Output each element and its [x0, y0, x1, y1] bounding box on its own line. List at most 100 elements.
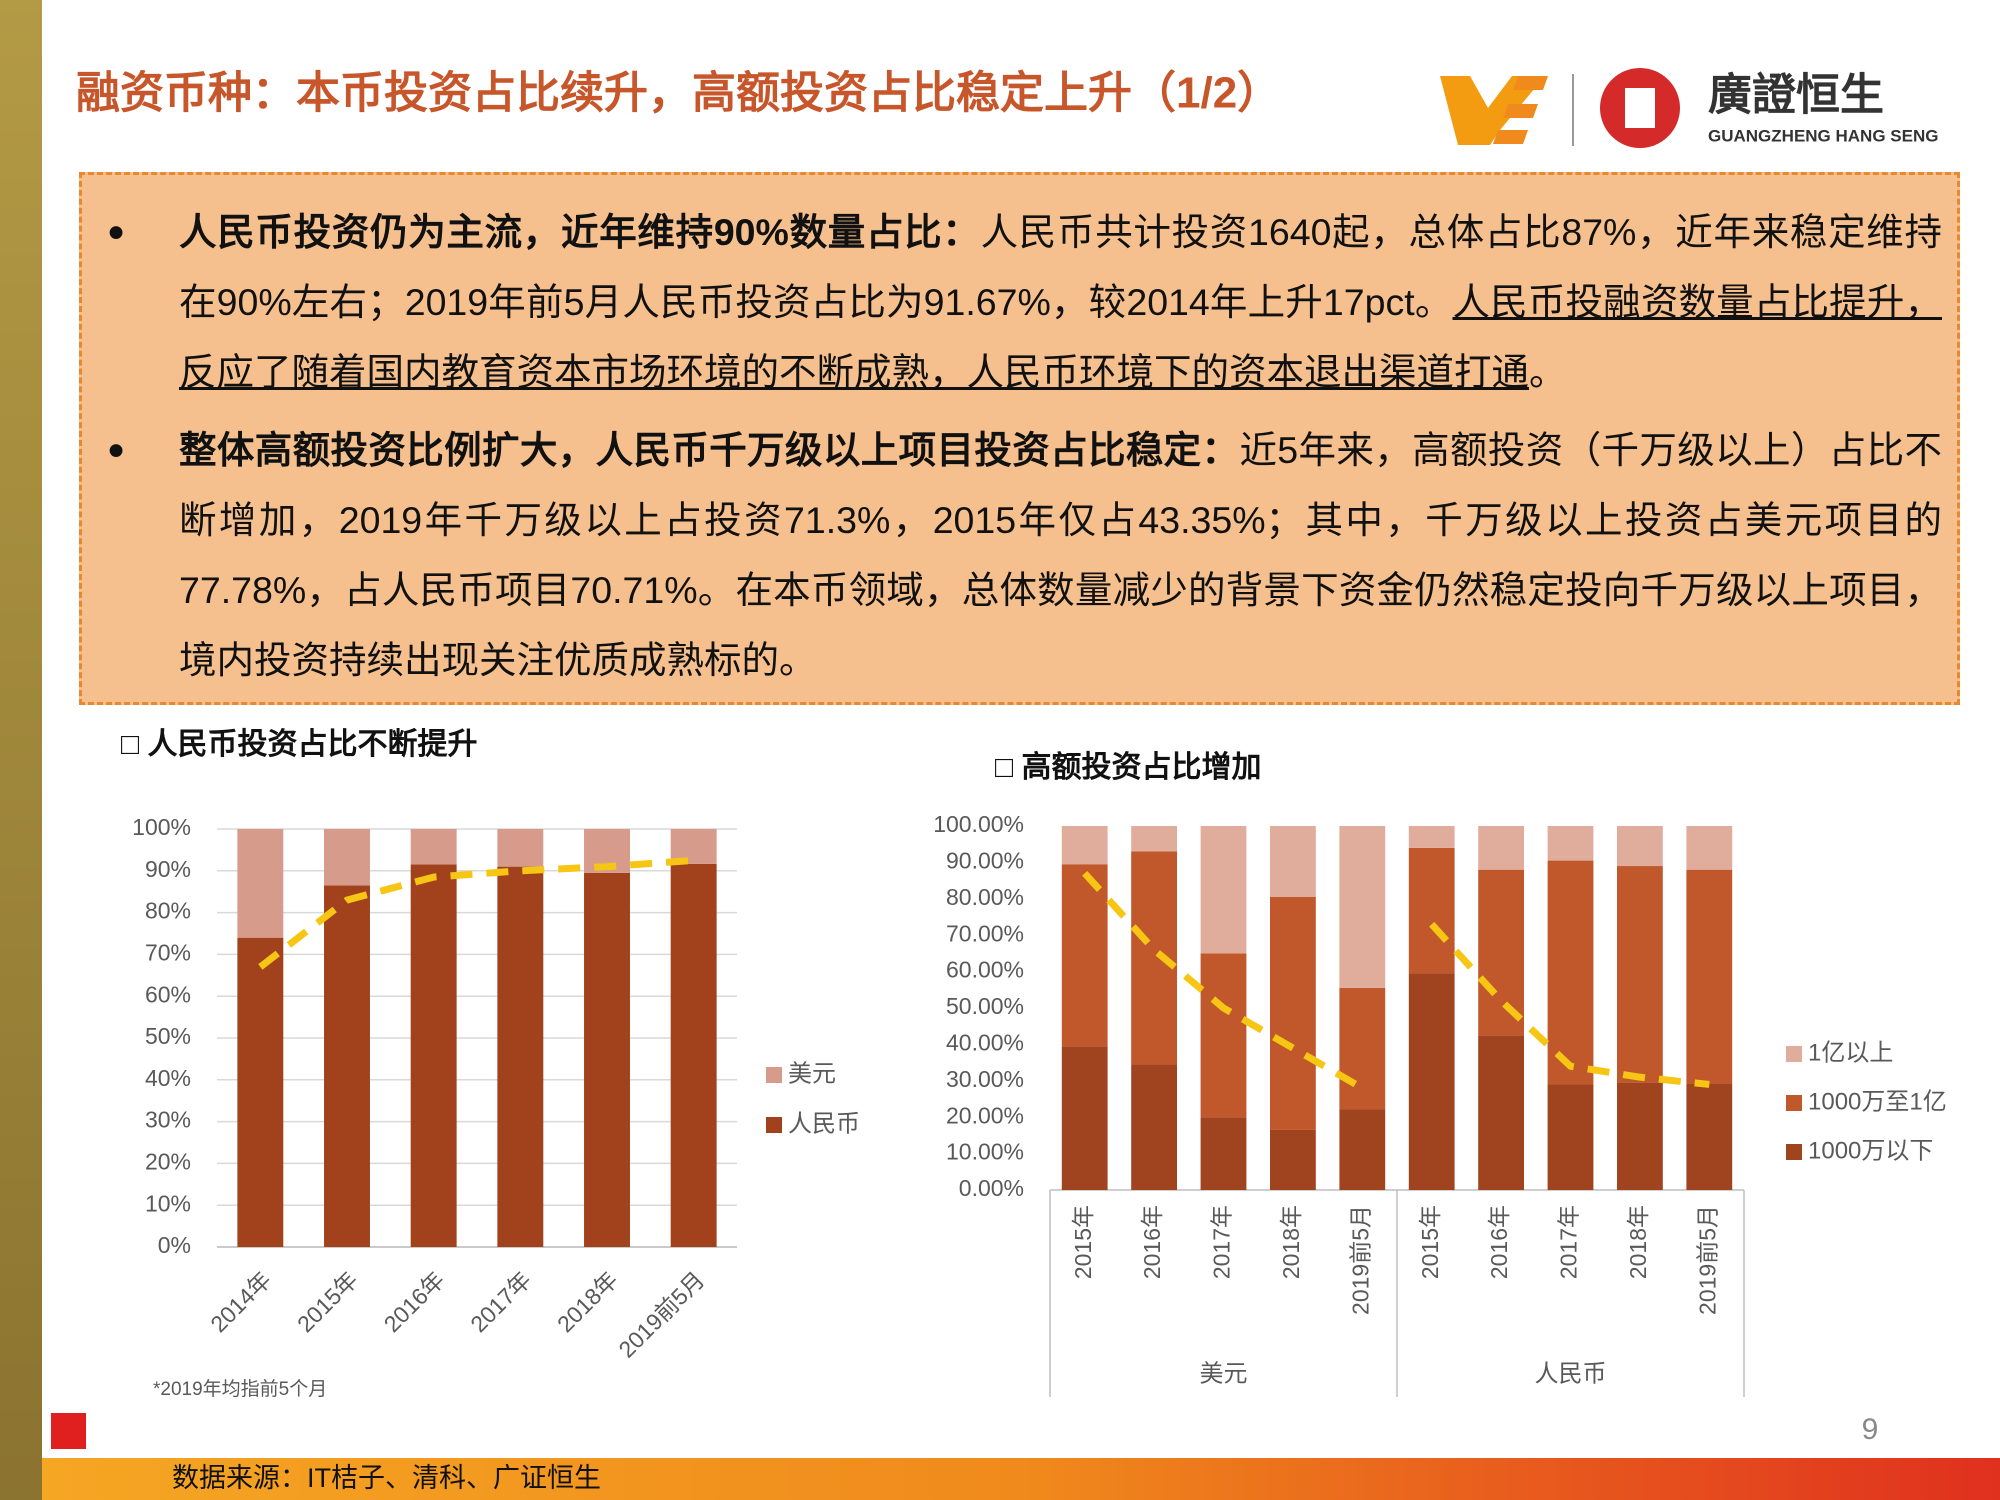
trendline	[1429, 921, 1710, 1088]
x-tick-label: 2016年	[1486, 1205, 1512, 1279]
x-tick-label: 2019前5月	[1694, 1205, 1720, 1315]
bar-segment	[1200, 826, 1247, 954]
x-tick-label: 2018年	[1625, 1205, 1651, 1279]
bar-segment	[670, 863, 717, 1247]
bar-segment	[1547, 860, 1594, 1085]
bar-segment	[497, 866, 544, 1247]
bullet: 整体高额投资比例扩大，人民币千万级以上项目投资占比稳定：近5年来，高额投资（千万…	[107, 415, 1942, 695]
page-number: 9	[1862, 1413, 1879, 1446]
bar-segment	[1616, 866, 1663, 1083]
x-tick-label: 2015年	[1417, 1205, 1443, 1279]
bar-segment	[1616, 1082, 1663, 1190]
bar-segment	[1686, 869, 1733, 1084]
y-tick-label: 90.00%	[946, 847, 1024, 873]
ye-logo	[1440, 76, 1548, 145]
bar-segment	[1339, 826, 1386, 988]
bar-segment	[1547, 826, 1594, 861]
y-tick-label: 70.00%	[946, 920, 1024, 946]
y-tick-label: 30.00%	[946, 1066, 1024, 1092]
x-tick-label: 2019前5月	[1347, 1205, 1373, 1315]
y-tick-label: 40.00%	[946, 1029, 1024, 1055]
bar-segment	[1616, 826, 1663, 867]
x-tick-label: 2019前5月	[613, 1266, 709, 1362]
logo-sub: GUANGZHENG HANG SENG	[1708, 126, 1938, 145]
bar-segment	[1061, 1046, 1108, 1190]
bar-segment	[324, 885, 370, 1247]
legend-swatch	[1786, 1095, 1802, 1111]
logo-name: 廣證恒生	[1708, 71, 1884, 120]
bar-segment	[1478, 1035, 1525, 1190]
bar-segment	[1408, 973, 1455, 1190]
bar-segment	[1478, 869, 1525, 1036]
bullet-text: 整体高额投资比例扩大，人民币千万级以上项目投资占比稳定：	[179, 429, 1240, 471]
bullet-text: 人民币投融资数量占比提升，反应了随着国内教育资本市场环境的不断成熟，人民币环境下…	[179, 281, 1942, 393]
legend-label: 美元	[788, 1060, 836, 1087]
x-tick-label: 2017年	[1556, 1205, 1582, 1279]
bar-segment	[497, 829, 544, 867]
bar-segment	[237, 937, 284, 1247]
legend-swatch	[1786, 1144, 1802, 1160]
bullet-text: 人民币投资仍为主流，近年维持90%数量占比：	[179, 211, 981, 253]
bar-segment	[1478, 826, 1525, 870]
logo-emblem-mark	[1625, 88, 1655, 128]
group-label: 人民币	[1535, 1360, 1607, 1387]
bar-segment	[1131, 851, 1178, 1065]
trendline	[1082, 870, 1365, 1092]
bar-segment	[1686, 1083, 1733, 1190]
y-tick-label: 10%	[145, 1190, 191, 1216]
legend-label: 人民币	[788, 1110, 860, 1137]
bar-segment	[1269, 1129, 1316, 1190]
chart-title: □ 人民币投资占比不断提升	[121, 728, 477, 761]
y-tick-label: 40%	[145, 1065, 191, 1091]
chart-title: □ 高额投资占比增加	[995, 751, 1261, 784]
note: *2019年均指前5个月	[153, 1378, 327, 1400]
x-tick-label: 2016年	[379, 1266, 450, 1337]
legend-label: 1亿以上	[1808, 1039, 1893, 1066]
y-tick-label: 60%	[145, 981, 191, 1007]
y-tick-label: 30%	[145, 1107, 191, 1133]
bar-segment	[1131, 1064, 1178, 1190]
bar-segment	[1547, 1084, 1594, 1190]
title: 融资币种：本币投资占比续升，高额投资占比稳定上升（1/2）	[76, 69, 1281, 118]
y-tick-label: 80%	[145, 898, 191, 924]
legend-label: 1000万以下	[1808, 1137, 1933, 1164]
bar-segment	[584, 872, 630, 1247]
y-tick-label: 60.00%	[946, 957, 1024, 983]
y-tick-label: 20.00%	[946, 1102, 1024, 1128]
y-tick-label: 0%	[158, 1232, 191, 1258]
corner-square	[51, 1413, 86, 1449]
bar-segment	[1200, 953, 1247, 1118]
bullet-text: 近5年来，高额投资（千万级以上）占比不断增加，2019年千万级以上占投资71.3…	[179, 429, 1942, 681]
legend-swatch	[766, 1117, 782, 1133]
x-tick-label: 2018年	[1278, 1205, 1304, 1279]
x-tick-label: 2016年	[1139, 1205, 1165, 1279]
bar-segment	[1269, 896, 1316, 1130]
bar-segment	[237, 829, 284, 938]
bar-segment	[1200, 1117, 1247, 1190]
y-tick-label: 50%	[145, 1023, 191, 1049]
x-tick-label: 2015年	[1070, 1205, 1096, 1279]
bar-segment	[1061, 826, 1108, 865]
y-tick-label: 50.00%	[946, 993, 1024, 1019]
bar-segment	[1686, 826, 1733, 870]
x-tick-label: 2017年	[465, 1266, 536, 1337]
bar-segment	[1408, 826, 1455, 848]
bar-segment	[324, 829, 370, 886]
bar-segment	[1131, 826, 1178, 852]
legend-swatch	[766, 1067, 782, 1083]
bar-segment	[1269, 826, 1316, 897]
bar-segment	[410, 864, 457, 1247]
x-tick-label: 2014年	[205, 1266, 276, 1337]
bar-segment	[1339, 987, 1386, 1110]
y-tick-label: 100%	[132, 814, 191, 840]
x-tick-label: 2018年	[552, 1266, 623, 1337]
y-tick-label: 10.00%	[946, 1139, 1024, 1165]
x-tick-label: 2017年	[1209, 1205, 1235, 1279]
bar-segment	[1408, 847, 1455, 974]
bullet-text: 。	[1529, 351, 1567, 393]
bullet-text: 人民币共计投资1640起，总体占比87%，近年来稳定维持在90%左右；2019年…	[179, 211, 1942, 323]
y-tick-label: 80.00%	[946, 884, 1024, 910]
footer-bar	[42, 1458, 2000, 1500]
